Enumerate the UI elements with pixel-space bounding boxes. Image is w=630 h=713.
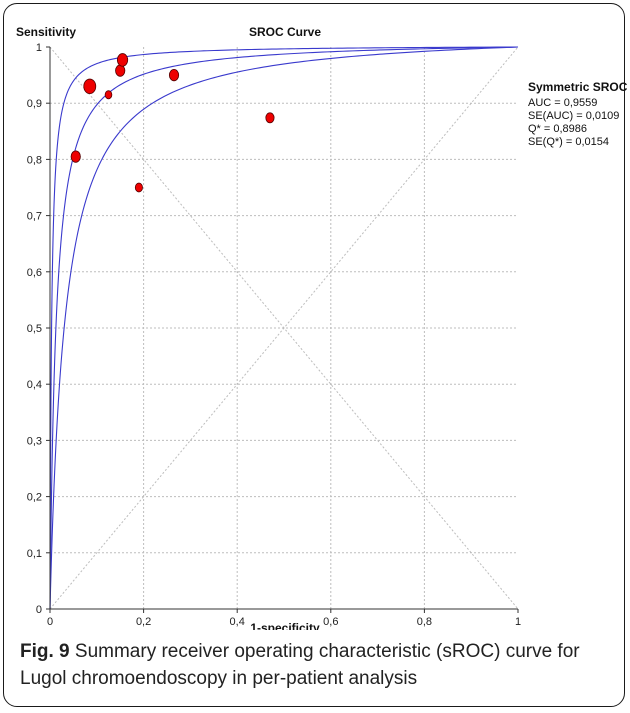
study-point	[70, 150, 81, 163]
stat-auc: AUC = 0,9559	[528, 97, 597, 109]
grid-layer	[49, 46, 519, 610]
y-tick-label: 0,2	[27, 492, 42, 504]
sroc-chart: 0 0,2 0,4 0,6 0,8 1 0 0,1 0,2 0,3 0,4 0,5 0,6 0,7 0,8 0…	[16, 25, 628, 630]
stats-title: Symmetric SROC	[528, 80, 628, 94]
y-tick-label: 0,3	[27, 435, 42, 447]
study-point	[83, 78, 97, 95]
point-layer	[70, 53, 275, 193]
stat-se-q-star: SE(Q*) = 0,0154	[528, 136, 609, 148]
x-tick-label: 0,6	[323, 616, 338, 628]
study-point	[116, 53, 129, 67]
stats-annotation: Symmetric SROC AUC = 0,9559 SE(AUC) = 0,…	[528, 80, 628, 148]
x-tick-label: 0,8	[417, 616, 432, 628]
y-tick-label: 0,1	[27, 548, 42, 560]
caption-label: Fig. 9	[20, 641, 70, 662]
y-tick-label: 0	[36, 604, 42, 616]
x-tick-label: 0,4	[230, 616, 245, 628]
diagonal-symmetry-line	[49, 46, 519, 610]
caption-text: Summary receiver operating characteristi…	[20, 641, 580, 689]
figure-caption: Fig. 9 Summary receiver operating charac…	[20, 638, 615, 692]
y-tick-label: 0,8	[27, 154, 42, 166]
study-point	[168, 69, 180, 82]
study-point	[115, 64, 126, 77]
axis-layer: 0 0,2 0,4 0,6 0,8 1 0 0,1 0,2 0,3 0,4 0,5 0,6 0,7 0,8 0…	[27, 42, 521, 628]
stat-se-auc: SE(AUC) = 0,0109	[528, 110, 619, 122]
study-point	[104, 90, 113, 100]
y-tick-label: 1	[36, 42, 42, 54]
y-tick-label: 0,5	[27, 323, 42, 335]
y-tick-label: 0,6	[27, 267, 42, 279]
chart-title: SROC Curve	[249, 25, 321, 39]
study-point	[265, 112, 275, 124]
x-tick-label: 0	[47, 616, 53, 628]
x-axis-title: 1-specificity	[250, 621, 320, 630]
stat-q-star: Q* = 0,8986	[528, 123, 587, 135]
y-tick-label: 0,7	[27, 211, 42, 223]
figure-frame	[3, 3, 625, 707]
y-tick-label: 0,9	[27, 98, 42, 110]
study-point	[134, 182, 143, 193]
x-tick-label: 1	[515, 616, 521, 628]
sroc-curve-upper	[49, 46, 519, 609]
y-tick-label: 0,4	[27, 379, 42, 391]
x-tick-label: 0,2	[136, 616, 151, 628]
y-axis-title: Sensitivity	[16, 25, 76, 39]
sroc-curve-lower	[49, 46, 519, 609]
